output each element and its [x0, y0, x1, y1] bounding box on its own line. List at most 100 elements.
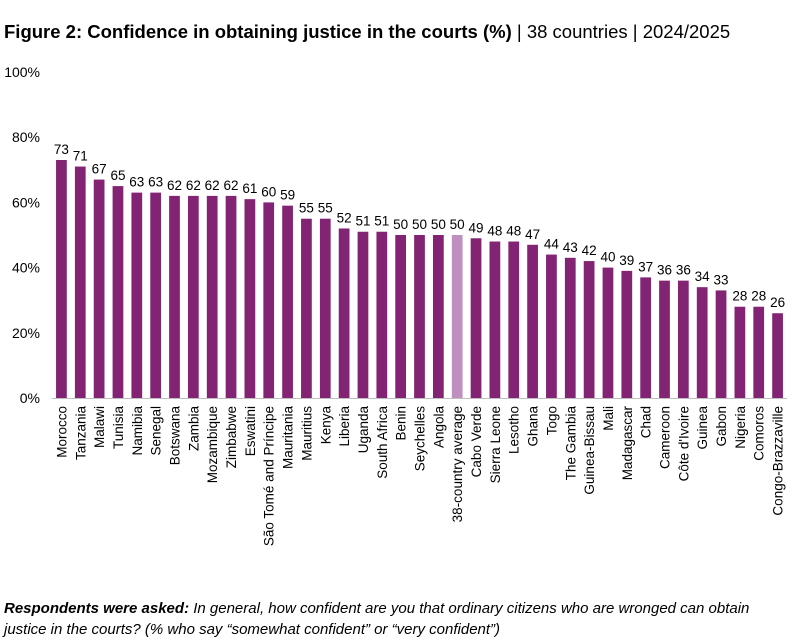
category-label: Tunisia: [111, 406, 126, 450]
category-label: Botswana: [168, 406, 183, 466]
bar: [187, 195, 199, 398]
bar: [319, 218, 331, 398]
category-label: Togo: [544, 406, 559, 435]
value-label: 34: [695, 269, 711, 284]
category-label: Liberia: [337, 406, 352, 447]
bar: [451, 235, 463, 398]
category-label: Mozambique: [205, 406, 220, 483]
category-label: Tanzania: [73, 406, 88, 461]
bar: [338, 228, 350, 398]
value-label: 62: [167, 178, 182, 193]
category-label: Congo-Brazzaville: [771, 406, 786, 516]
y-tick-label: 0%: [20, 390, 40, 406]
bar: [56, 160, 67, 398]
y-axis: 0% 20% 40% 60% 80% 100%: [4, 64, 40, 406]
bar: [244, 199, 256, 398]
bar: [301, 218, 312, 398]
value-label: 44: [544, 237, 560, 252]
value-label: 60: [261, 184, 276, 199]
footnote-text: In general, how confident are you that o…: [4, 600, 750, 638]
value-label: 48: [487, 224, 502, 239]
bar: [734, 306, 746, 398]
bar: [583, 261, 595, 398]
category-labels: Morocco Tanzania Malawi Tunisia Namibia Seneg…: [54, 406, 785, 547]
value-label: 28: [751, 289, 766, 304]
chart-title-main: Figure 2: Confidence in obtaining justic…: [4, 21, 512, 42]
bar: [225, 195, 237, 398]
value-label: 62: [224, 178, 239, 193]
value-label: 42: [582, 243, 597, 258]
value-label: 47: [525, 227, 540, 242]
value-label: 65: [110, 168, 125, 183]
footnote-lead: Respondents were asked:: [4, 600, 190, 617]
footnote: Respondents were asked: In general, how …: [4, 598, 796, 640]
value-label: 52: [337, 210, 352, 225]
y-tick-label: 20%: [12, 325, 40, 341]
bar: [677, 280, 689, 398]
category-label: Mali: [601, 406, 616, 431]
value-label: 62: [186, 178, 201, 193]
value-label: 55: [318, 201, 333, 216]
value-label: 61: [242, 181, 257, 196]
category-label: 38-country average: [450, 406, 465, 522]
bar: [414, 235, 425, 398]
value-label: 50: [412, 217, 427, 232]
bar: [169, 195, 180, 398]
value-label: 28: [732, 289, 747, 304]
bar: [772, 313, 783, 398]
category-label: Madagascar: [620, 406, 635, 481]
category-label: Benin: [394, 406, 409, 441]
value-label: 40: [600, 250, 615, 265]
category-label: Sierra Leone: [488, 406, 503, 483]
bar: [696, 287, 708, 398]
y-tick-label: 80%: [12, 129, 40, 145]
category-label: Cameroon: [658, 406, 673, 469]
category-label: Mauritania: [281, 406, 296, 470]
category-label: Lesotho: [507, 406, 522, 454]
bar: [93, 179, 105, 398]
category-label: Eswatini: [243, 406, 258, 456]
category-label: Gabon: [714, 406, 729, 447]
category-label: Ghana: [526, 406, 541, 447]
category-label: Kenya: [318, 406, 333, 445]
category-label: Côte d'Ivoire: [676, 406, 691, 481]
bar: [753, 306, 765, 398]
bar: [715, 290, 727, 398]
value-label: 49: [469, 220, 484, 235]
bar: [508, 241, 520, 398]
bar: [263, 202, 275, 398]
category-label: Cabo Verde: [469, 406, 484, 477]
bar: [74, 166, 86, 398]
value-label: 50: [450, 217, 465, 232]
category-label: Uganda: [356, 406, 371, 454]
value-label: 67: [92, 162, 107, 177]
category-label: Angola: [431, 406, 446, 449]
category-label: Seychelles: [413, 406, 428, 472]
bar: [489, 241, 501, 398]
bar: [150, 192, 162, 398]
category-label: Malawi: [92, 406, 107, 448]
value-label: 51: [374, 214, 389, 229]
value-label: 26: [770, 295, 785, 310]
bar: [621, 270, 633, 398]
bar: [282, 205, 293, 398]
value-label: 73: [54, 142, 69, 157]
category-label: Nigeria: [733, 406, 748, 449]
bar: [640, 277, 652, 398]
value-label: 39: [619, 253, 634, 268]
bar: [432, 235, 444, 398]
category-label: São Tomé and Príncipe: [262, 406, 277, 546]
category-label: The Gambia: [563, 406, 578, 481]
bar: [112, 186, 124, 398]
category-label: Comoros: [752, 406, 767, 461]
value-label: 43: [563, 240, 578, 255]
chart-title: Figure 2: Confidence in obtaining justic…: [4, 20, 796, 44]
bar: [546, 254, 557, 398]
value-label: 62: [205, 178, 220, 193]
y-tick-label: 100%: [4, 64, 40, 80]
y-tick-label: 60%: [12, 194, 40, 210]
category-label: Morocco: [54, 406, 69, 458]
bar: [131, 192, 143, 398]
